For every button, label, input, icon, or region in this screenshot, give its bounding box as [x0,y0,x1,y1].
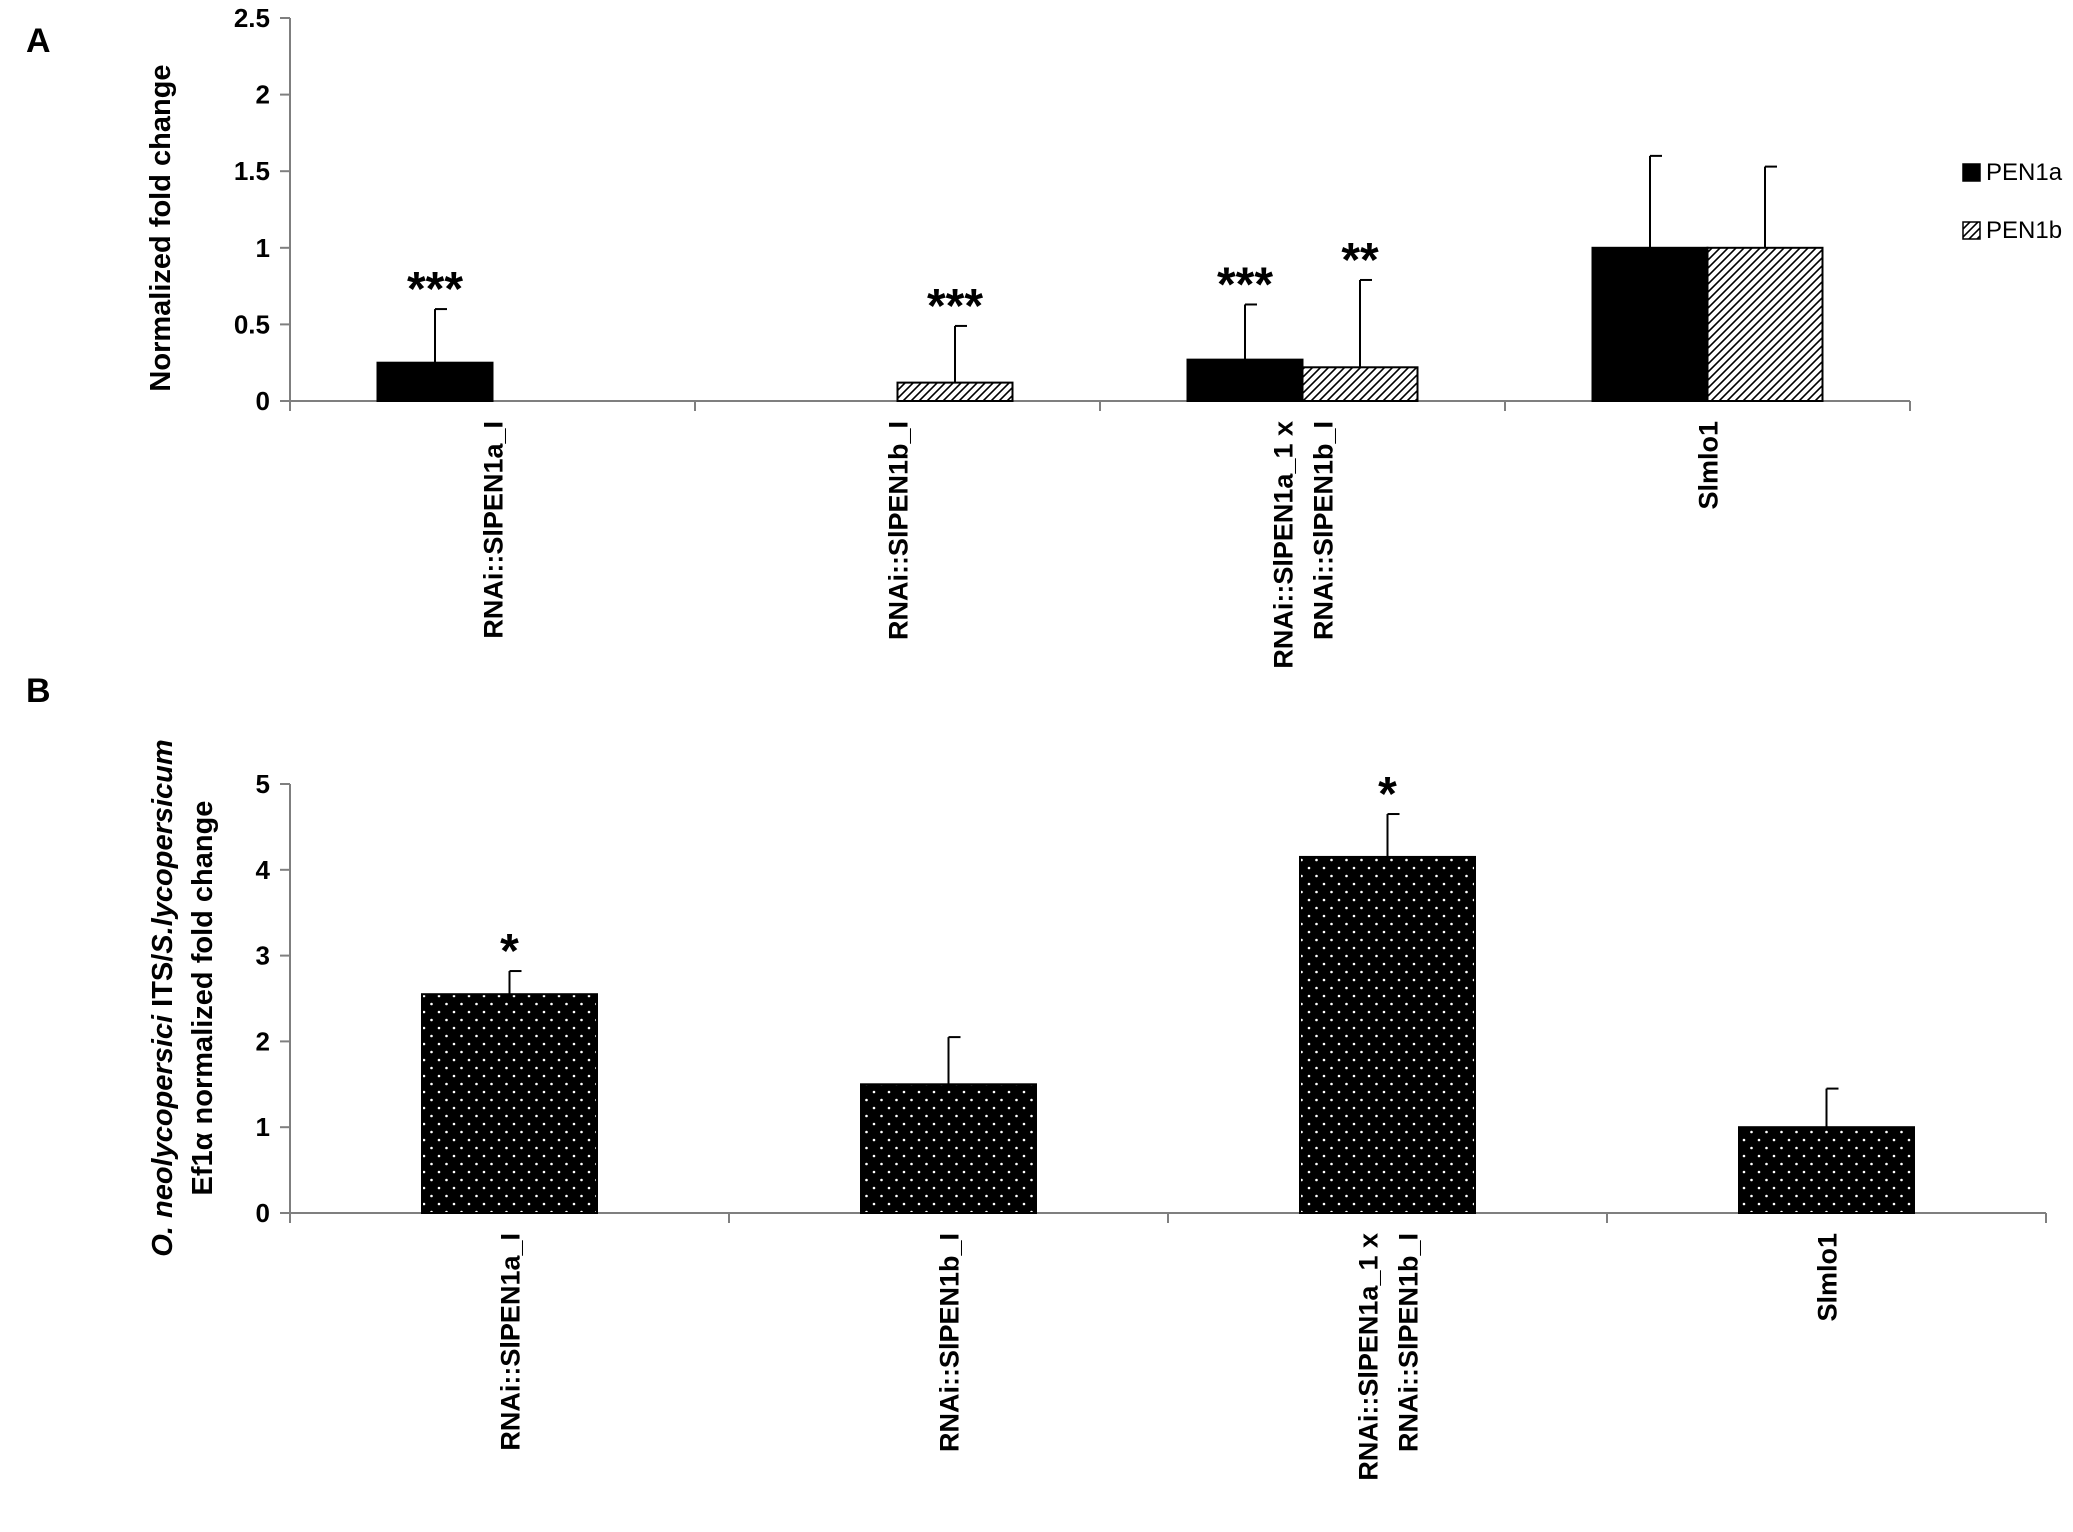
legend-label: PEN1a [1986,159,2063,186]
bar [421,993,598,1215]
bar [896,381,1014,402]
y-axis-label-line: Ef1α normalized fold change [187,801,219,1196]
bar [1299,855,1476,1214]
panel-a-y-axis-label: Normalized fold change [145,64,177,391]
panel-b-letter: B [26,672,51,710]
y-tick-label: 4 [256,855,271,885]
y-tick-label: 2 [256,80,270,110]
y-tick-label: 5 [256,769,270,799]
significance-marker: *** [1217,258,1273,311]
y-tick-label: 0.5 [234,309,270,339]
panel-a-y-axis-label-group: Normalized fold change [145,64,177,391]
x-category-label: RNAi::SlPEN1b_I [884,421,914,640]
panel-a-legend: PEN1a PEN1b [1962,159,2063,244]
significance-marker: * [1378,768,1397,821]
panel-b-bars: ** [421,768,1915,1215]
x-category-label: RNAi::SlPEN1a_I [496,1233,526,1451]
bar [860,1083,1037,1215]
y-tick-label: 2.5 [234,3,270,33]
y-tick-label: 0 [256,386,270,416]
y-tick-label: 0 [256,1198,270,1228]
x-category-label: RNAi::SlPEN1b_I [1309,421,1339,640]
y-tick-label: 1 [256,233,270,263]
y-axis-label-segment: Ef1α normalized fold change [187,801,219,1196]
y-axis-label-segment: O. neolycopersici [147,1014,179,1257]
y-tick-label: 1.5 [234,156,270,186]
x-category-label: RNAi::SlPEN1b_I [1394,1233,1424,1452]
significance-marker: * [500,925,519,978]
legend-swatch [1962,221,1981,240]
y-axis-label-line: O. neolycopersici ITS/S.lycopersicum [147,739,179,1256]
y-tick-label: 2 [256,1026,270,1056]
legend-swatch [1962,163,1981,182]
x-category-label: RNAi::SlPEN1a_I [479,421,509,639]
bar [1301,366,1419,402]
bar [1186,358,1304,402]
panel-b-y-axis-label: O. neolycopersici ITS/S.lycopersicum Ef1α… [147,739,219,1256]
x-category-label: RNAi::SlPEN1a_1 x [1354,1233,1384,1481]
x-category-label: Slmlo1 [1813,1233,1843,1322]
bar [376,361,494,403]
y-axis-label-segment: ITS/ [147,954,179,1015]
y-tick-label: 3 [256,941,270,971]
x-category-label: Slmlo1 [1694,421,1724,510]
legend-label: PEN1b [1986,217,2062,244]
bar [1706,246,1824,402]
x-category-label: RNAi::SlPEN1a_1 x [1269,421,1299,669]
significance-marker: *** [407,263,463,316]
significance-marker: *** [927,280,983,333]
significance-marker: ** [1341,234,1379,287]
y-tick-label: 1 [256,1112,270,1142]
x-category-label: RNAi::SlPEN1b_I [935,1233,965,1452]
bar [1591,246,1709,402]
bar [1738,1126,1915,1214]
y-axis-label-segment: S.lycopersicum [147,739,179,953]
panel-a-bars: *** ******** [376,154,1824,403]
panel-a-letter: A [26,22,51,60]
